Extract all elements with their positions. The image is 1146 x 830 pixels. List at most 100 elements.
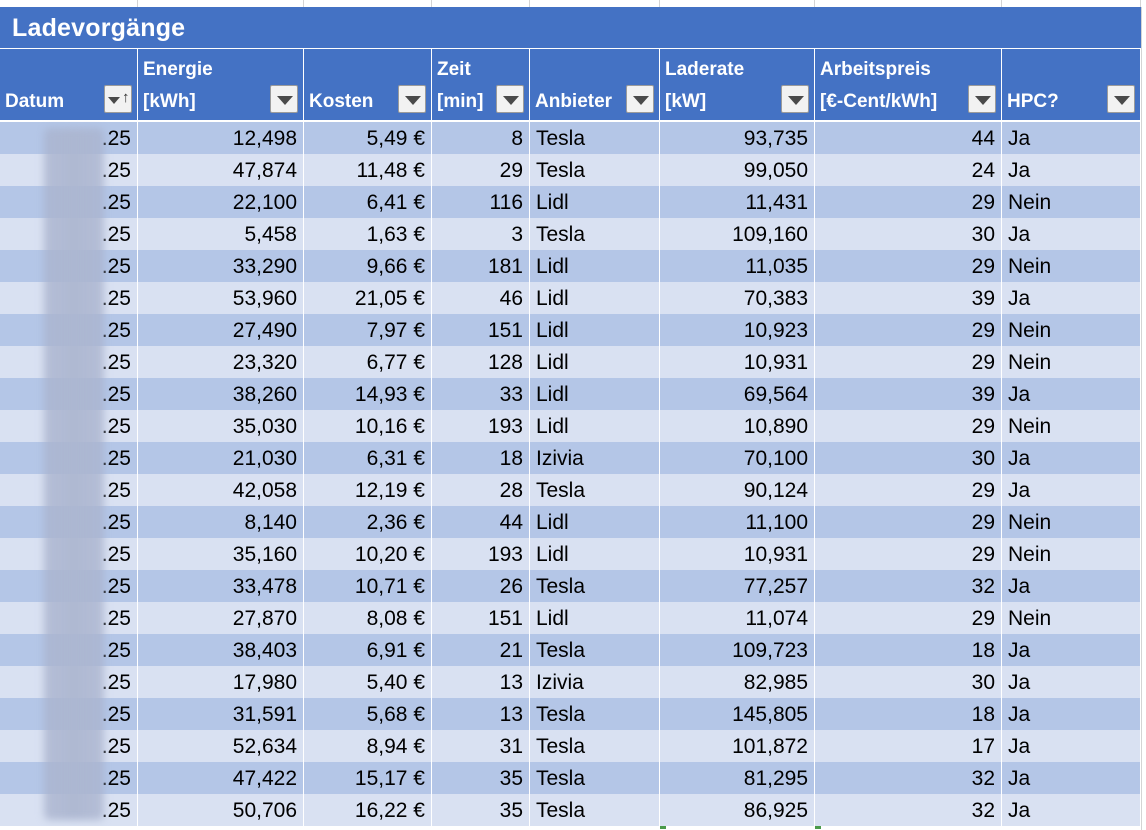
cell-hpc[interactable]: Ja	[1002, 634, 1141, 666]
filter-dropdown-button[interactable]	[626, 85, 654, 113]
cell-kosten[interactable]: 10,71 €	[304, 570, 432, 602]
cell-anbieter[interactable]: Tesla	[530, 634, 660, 666]
cell-zeit[interactable]: 116	[432, 186, 530, 218]
cell-laderate[interactable]: 77,257	[660, 570, 815, 602]
cell-datum[interactable]: .25	[0, 634, 138, 666]
cell-kosten[interactable]: 1,63 €	[304, 218, 432, 250]
cell-datum[interactable]: .25	[0, 794, 138, 826]
cell-energie[interactable]: 35,160	[138, 538, 304, 570]
header-cell-kosten[interactable]: Kosten	[304, 49, 432, 120]
filter-dropdown-button[interactable]	[781, 85, 809, 113]
cell-hpc[interactable]: Ja	[1002, 282, 1141, 314]
cell-energie[interactable]: 12,498	[138, 122, 304, 154]
cell-anbieter[interactable]: Tesla	[530, 762, 660, 794]
cell-hpc[interactable]: Nein	[1002, 346, 1141, 378]
cell-arbeitspreis[interactable]: 44	[815, 122, 1002, 154]
cell-energie[interactable]: 52,634	[138, 730, 304, 762]
cell-laderate[interactable]: 10,931	[660, 538, 815, 570]
cell-datum[interactable]: .25	[0, 410, 138, 442]
cell-hpc[interactable]: Nein	[1002, 250, 1141, 282]
cell-anbieter[interactable]: Lidl	[530, 410, 660, 442]
header-cell-zeit[interactable]: Zeit [min]	[432, 49, 530, 120]
cell-kosten[interactable]: 10,20 €	[304, 538, 432, 570]
cell-arbeitspreis[interactable]: 29	[815, 538, 1002, 570]
header-cell-datum[interactable]: Datum ↑	[0, 49, 138, 120]
cell-zeit[interactable]: 46	[432, 282, 530, 314]
cell-zeit[interactable]: 151	[432, 602, 530, 634]
cell-hpc[interactable]: Ja	[1002, 570, 1141, 602]
cell-laderate[interactable]: 70,100	[660, 442, 815, 474]
cell-laderate[interactable]: 11,431	[660, 186, 815, 218]
cell-kosten[interactable]: 8,94 €	[304, 730, 432, 762]
header-cell-energie[interactable]: Energie [kWh]	[138, 49, 304, 120]
cell-energie[interactable]: 8,140	[138, 506, 304, 538]
cell-arbeitspreis[interactable]: 29	[815, 346, 1002, 378]
cell-laderate[interactable]: 10,923	[660, 314, 815, 346]
cell-datum[interactable]: .25	[0, 186, 138, 218]
cell-kosten[interactable]: 5,68 €	[304, 698, 432, 730]
cell-laderate[interactable]: 10,890	[660, 410, 815, 442]
cell-arbeitspreis[interactable]: 29	[815, 506, 1002, 538]
cell-zeit[interactable]: 8	[432, 122, 530, 154]
cell-anbieter[interactable]: Tesla	[530, 218, 660, 250]
cell-zeit[interactable]: 21	[432, 634, 530, 666]
cell-kosten[interactable]: 6,31 €	[304, 442, 432, 474]
cell-energie[interactable]: 38,260	[138, 378, 304, 410]
cell-anbieter[interactable]: Lidl	[530, 282, 660, 314]
cell-laderate[interactable]: 86,925	[660, 794, 815, 826]
cell-datum[interactable]: .25	[0, 538, 138, 570]
cell-hpc[interactable]: Ja	[1002, 442, 1141, 474]
cell-hpc[interactable]: Nein	[1002, 602, 1141, 634]
cell-anbieter[interactable]: Tesla	[530, 570, 660, 602]
cell-arbeitspreis[interactable]: 32	[815, 794, 1002, 826]
cell-laderate[interactable]: 11,074	[660, 602, 815, 634]
cell-laderate[interactable]: 69,564	[660, 378, 815, 410]
cell-arbeitspreis[interactable]: 29	[815, 410, 1002, 442]
cell-energie[interactable]: 38,403	[138, 634, 304, 666]
cell-hpc[interactable]: Ja	[1002, 666, 1141, 698]
cell-arbeitspreis[interactable]: 29	[815, 250, 1002, 282]
cell-anbieter[interactable]: Lidl	[530, 538, 660, 570]
cell-anbieter[interactable]: Lidl	[530, 346, 660, 378]
cell-kosten[interactable]: 10,16 €	[304, 410, 432, 442]
cell-kosten[interactable]: 6,77 €	[304, 346, 432, 378]
cell-energie[interactable]: 47,422	[138, 762, 304, 794]
cell-kosten[interactable]: 12,19 €	[304, 474, 432, 506]
cell-anbieter[interactable]: Tesla	[530, 122, 660, 154]
cell-datum[interactable]: .25	[0, 474, 138, 506]
cell-datum[interactable]: .25	[0, 506, 138, 538]
cell-anbieter[interactable]: Lidl	[530, 378, 660, 410]
cell-zeit[interactable]: 28	[432, 474, 530, 506]
cell-laderate[interactable]: 82,985	[660, 666, 815, 698]
cell-laderate[interactable]: 109,723	[660, 634, 815, 666]
header-cell-hpc[interactable]: HPC?	[1002, 49, 1141, 120]
cell-kosten[interactable]: 8,08 €	[304, 602, 432, 634]
cell-laderate[interactable]: 145,805	[660, 698, 815, 730]
cell-anbieter[interactable]: Lidl	[530, 186, 660, 218]
cell-arbeitspreis[interactable]: 39	[815, 282, 1002, 314]
cell-laderate[interactable]: 70,383	[660, 282, 815, 314]
cell-anbieter[interactable]: Lidl	[530, 602, 660, 634]
cell-kosten[interactable]: 2,36 €	[304, 506, 432, 538]
cell-anbieter[interactable]: Lidl	[530, 314, 660, 346]
cell-datum[interactable]: .25	[0, 730, 138, 762]
cell-datum[interactable]: .25	[0, 282, 138, 314]
cell-arbeitspreis[interactable]: 32	[815, 570, 1002, 602]
cell-hpc[interactable]: Nein	[1002, 314, 1141, 346]
cell-arbeitspreis[interactable]: 30	[815, 218, 1002, 250]
cell-kosten[interactable]: 9,66 €	[304, 250, 432, 282]
cell-energie[interactable]: 33,478	[138, 570, 304, 602]
cell-hpc[interactable]: Ja	[1002, 154, 1141, 186]
cell-anbieter[interactable]: Izivia	[530, 442, 660, 474]
cell-laderate[interactable]: 10,931	[660, 346, 815, 378]
cell-anbieter[interactable]: Tesla	[530, 474, 660, 506]
cell-energie[interactable]: 47,874	[138, 154, 304, 186]
cell-zeit[interactable]: 31	[432, 730, 530, 762]
cell-energie[interactable]: 42,058	[138, 474, 304, 506]
cell-energie[interactable]: 23,320	[138, 346, 304, 378]
cell-zeit[interactable]: 35	[432, 794, 530, 826]
cell-laderate[interactable]: 90,124	[660, 474, 815, 506]
cell-anbieter[interactable]: Izivia	[530, 666, 660, 698]
cell-anbieter[interactable]: Tesla	[530, 794, 660, 826]
cell-datum[interactable]: .25	[0, 762, 138, 794]
